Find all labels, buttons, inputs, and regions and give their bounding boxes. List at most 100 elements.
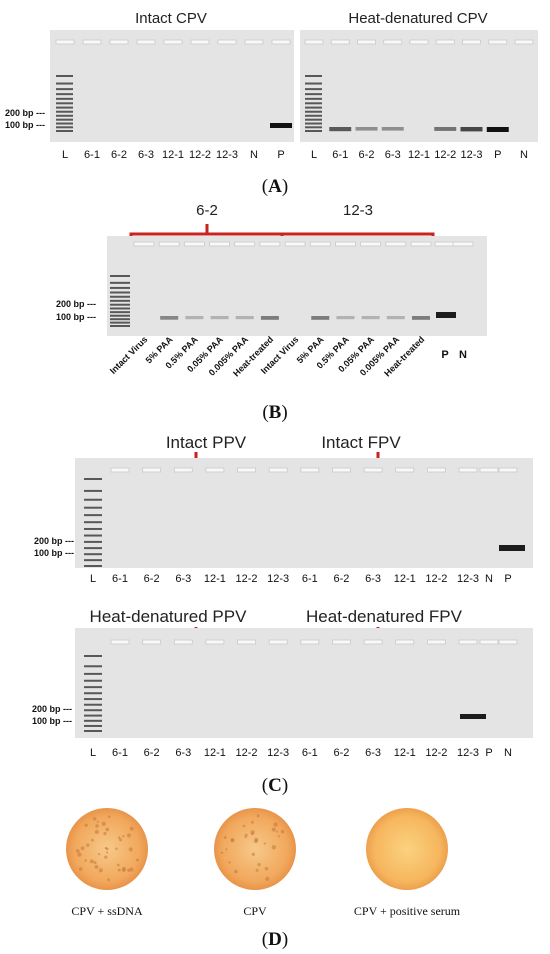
plaque <box>128 847 133 852</box>
plaque <box>276 830 279 833</box>
pcr-band <box>386 316 405 320</box>
ladder-band <box>84 540 102 543</box>
plaque <box>96 820 99 823</box>
plaque <box>93 861 97 865</box>
lane-label-a-right: N <box>520 149 528 161</box>
gel-c-bottom <box>75 628 533 738</box>
gel-well <box>284 241 306 247</box>
positive-control-band <box>460 714 486 719</box>
gel-well <box>458 467 478 473</box>
well-caption-1: CPV + ssDNA <box>71 904 143 918</box>
panel-a-label: (A) <box>262 176 288 197</box>
gel-well <box>205 639 225 645</box>
lane-label-c-bottom: 6-3 <box>175 747 191 759</box>
gel-well <box>268 467 288 473</box>
gel-well <box>462 39 481 45</box>
gel-well <box>234 241 256 247</box>
plaque <box>265 876 270 882</box>
lane-label-a-left: 12-2 <box>189 149 211 161</box>
gel-well <box>385 241 407 247</box>
ladder-band <box>110 281 130 284</box>
panel-b-label: (B) <box>262 402 287 423</box>
gel-a-right <box>300 30 538 142</box>
ladder-band <box>84 709 102 712</box>
ladder-band <box>56 75 73 77</box>
ladder-band <box>84 527 102 530</box>
lane-label-c-top: 6-2 <box>144 573 160 585</box>
gel-well <box>82 39 102 45</box>
gel-well <box>395 639 415 645</box>
plaque <box>104 855 108 859</box>
lane-label-c-bottom: 12-3 <box>267 747 289 759</box>
plaque <box>78 867 83 871</box>
gel-well <box>426 639 446 645</box>
plaque <box>251 852 255 856</box>
lane-label-a-right: 6-2 <box>359 149 375 161</box>
gel-well <box>244 39 264 45</box>
ladder-band <box>84 724 102 727</box>
ladder-band <box>56 102 73 105</box>
panel-c: Intact PPV Intact FPV 200 bp --- 100 bp … <box>32 433 533 796</box>
plaque <box>119 838 123 842</box>
ladder-band <box>84 534 102 537</box>
plaque <box>117 868 121 872</box>
ladder-band <box>56 114 73 117</box>
gel-well <box>434 241 456 247</box>
plaque <box>263 842 267 845</box>
ladder-band <box>84 698 102 701</box>
ladder-band <box>56 110 73 113</box>
plaque <box>251 832 254 836</box>
pcr-band <box>160 316 179 320</box>
gel-well <box>357 39 376 45</box>
plaque <box>228 861 231 864</box>
ladder-band <box>305 75 322 77</box>
ladder-band <box>305 93 322 96</box>
lane-label-c-top: P <box>504 573 511 585</box>
pcr-band <box>434 127 457 131</box>
plaque <box>230 838 234 842</box>
plaque <box>220 851 224 854</box>
lane-label-a-right: 6-3 <box>385 149 401 161</box>
panel-a-right-title: Heat-denatured CPV <box>348 10 487 27</box>
marker-200bp-c-bottom: 200 bp --- <box>32 704 72 714</box>
lane-label-c-top: 12-3 <box>457 573 479 585</box>
gel-well <box>330 39 350 45</box>
gel-well <box>133 241 155 247</box>
lane-label-c-bottom: 6-1 <box>302 747 318 759</box>
pcr-band <box>486 127 509 132</box>
ladder-band <box>56 122 73 125</box>
ladder-band <box>56 130 73 132</box>
lane-label-c-top: 6-1 <box>112 573 128 585</box>
plaque <box>77 852 82 857</box>
plaque <box>244 833 248 837</box>
ladder-band <box>305 110 322 113</box>
ladder-band <box>56 106 73 109</box>
gel-well <box>363 467 383 473</box>
gel-well <box>268 639 288 645</box>
lane-label-c-top: 12-2 <box>425 573 447 585</box>
ladder-band <box>110 291 130 294</box>
panel-d: CPV + ssDNA CPV CPV + positive serum (D) <box>66 808 461 950</box>
lane-label-c-top: 6-3 <box>365 573 381 585</box>
ladder-band <box>84 714 102 717</box>
ladder-band <box>84 719 102 722</box>
ladder-band <box>84 679 102 682</box>
gel-well <box>360 241 382 247</box>
gel-well <box>110 467 130 473</box>
marker-100bp-c-bottom: 100 bp --- <box>32 716 72 726</box>
lane-label-c-bottom: P <box>485 747 492 759</box>
gel-well <box>183 241 205 247</box>
lane-label-c-top: N <box>485 573 493 585</box>
gel-well <box>426 467 446 473</box>
plaque <box>273 822 278 827</box>
gel-well <box>458 639 478 645</box>
positive-control-band <box>499 545 525 551</box>
gel-a-left <box>50 30 294 142</box>
plaque <box>225 848 228 851</box>
gel-well <box>237 467 256 473</box>
ladder-band <box>305 102 322 105</box>
ladder-band <box>110 321 130 324</box>
lane-label-c-bottom: 12-2 <box>425 747 447 759</box>
gel-well <box>55 39 75 45</box>
gel-well <box>498 639 518 645</box>
